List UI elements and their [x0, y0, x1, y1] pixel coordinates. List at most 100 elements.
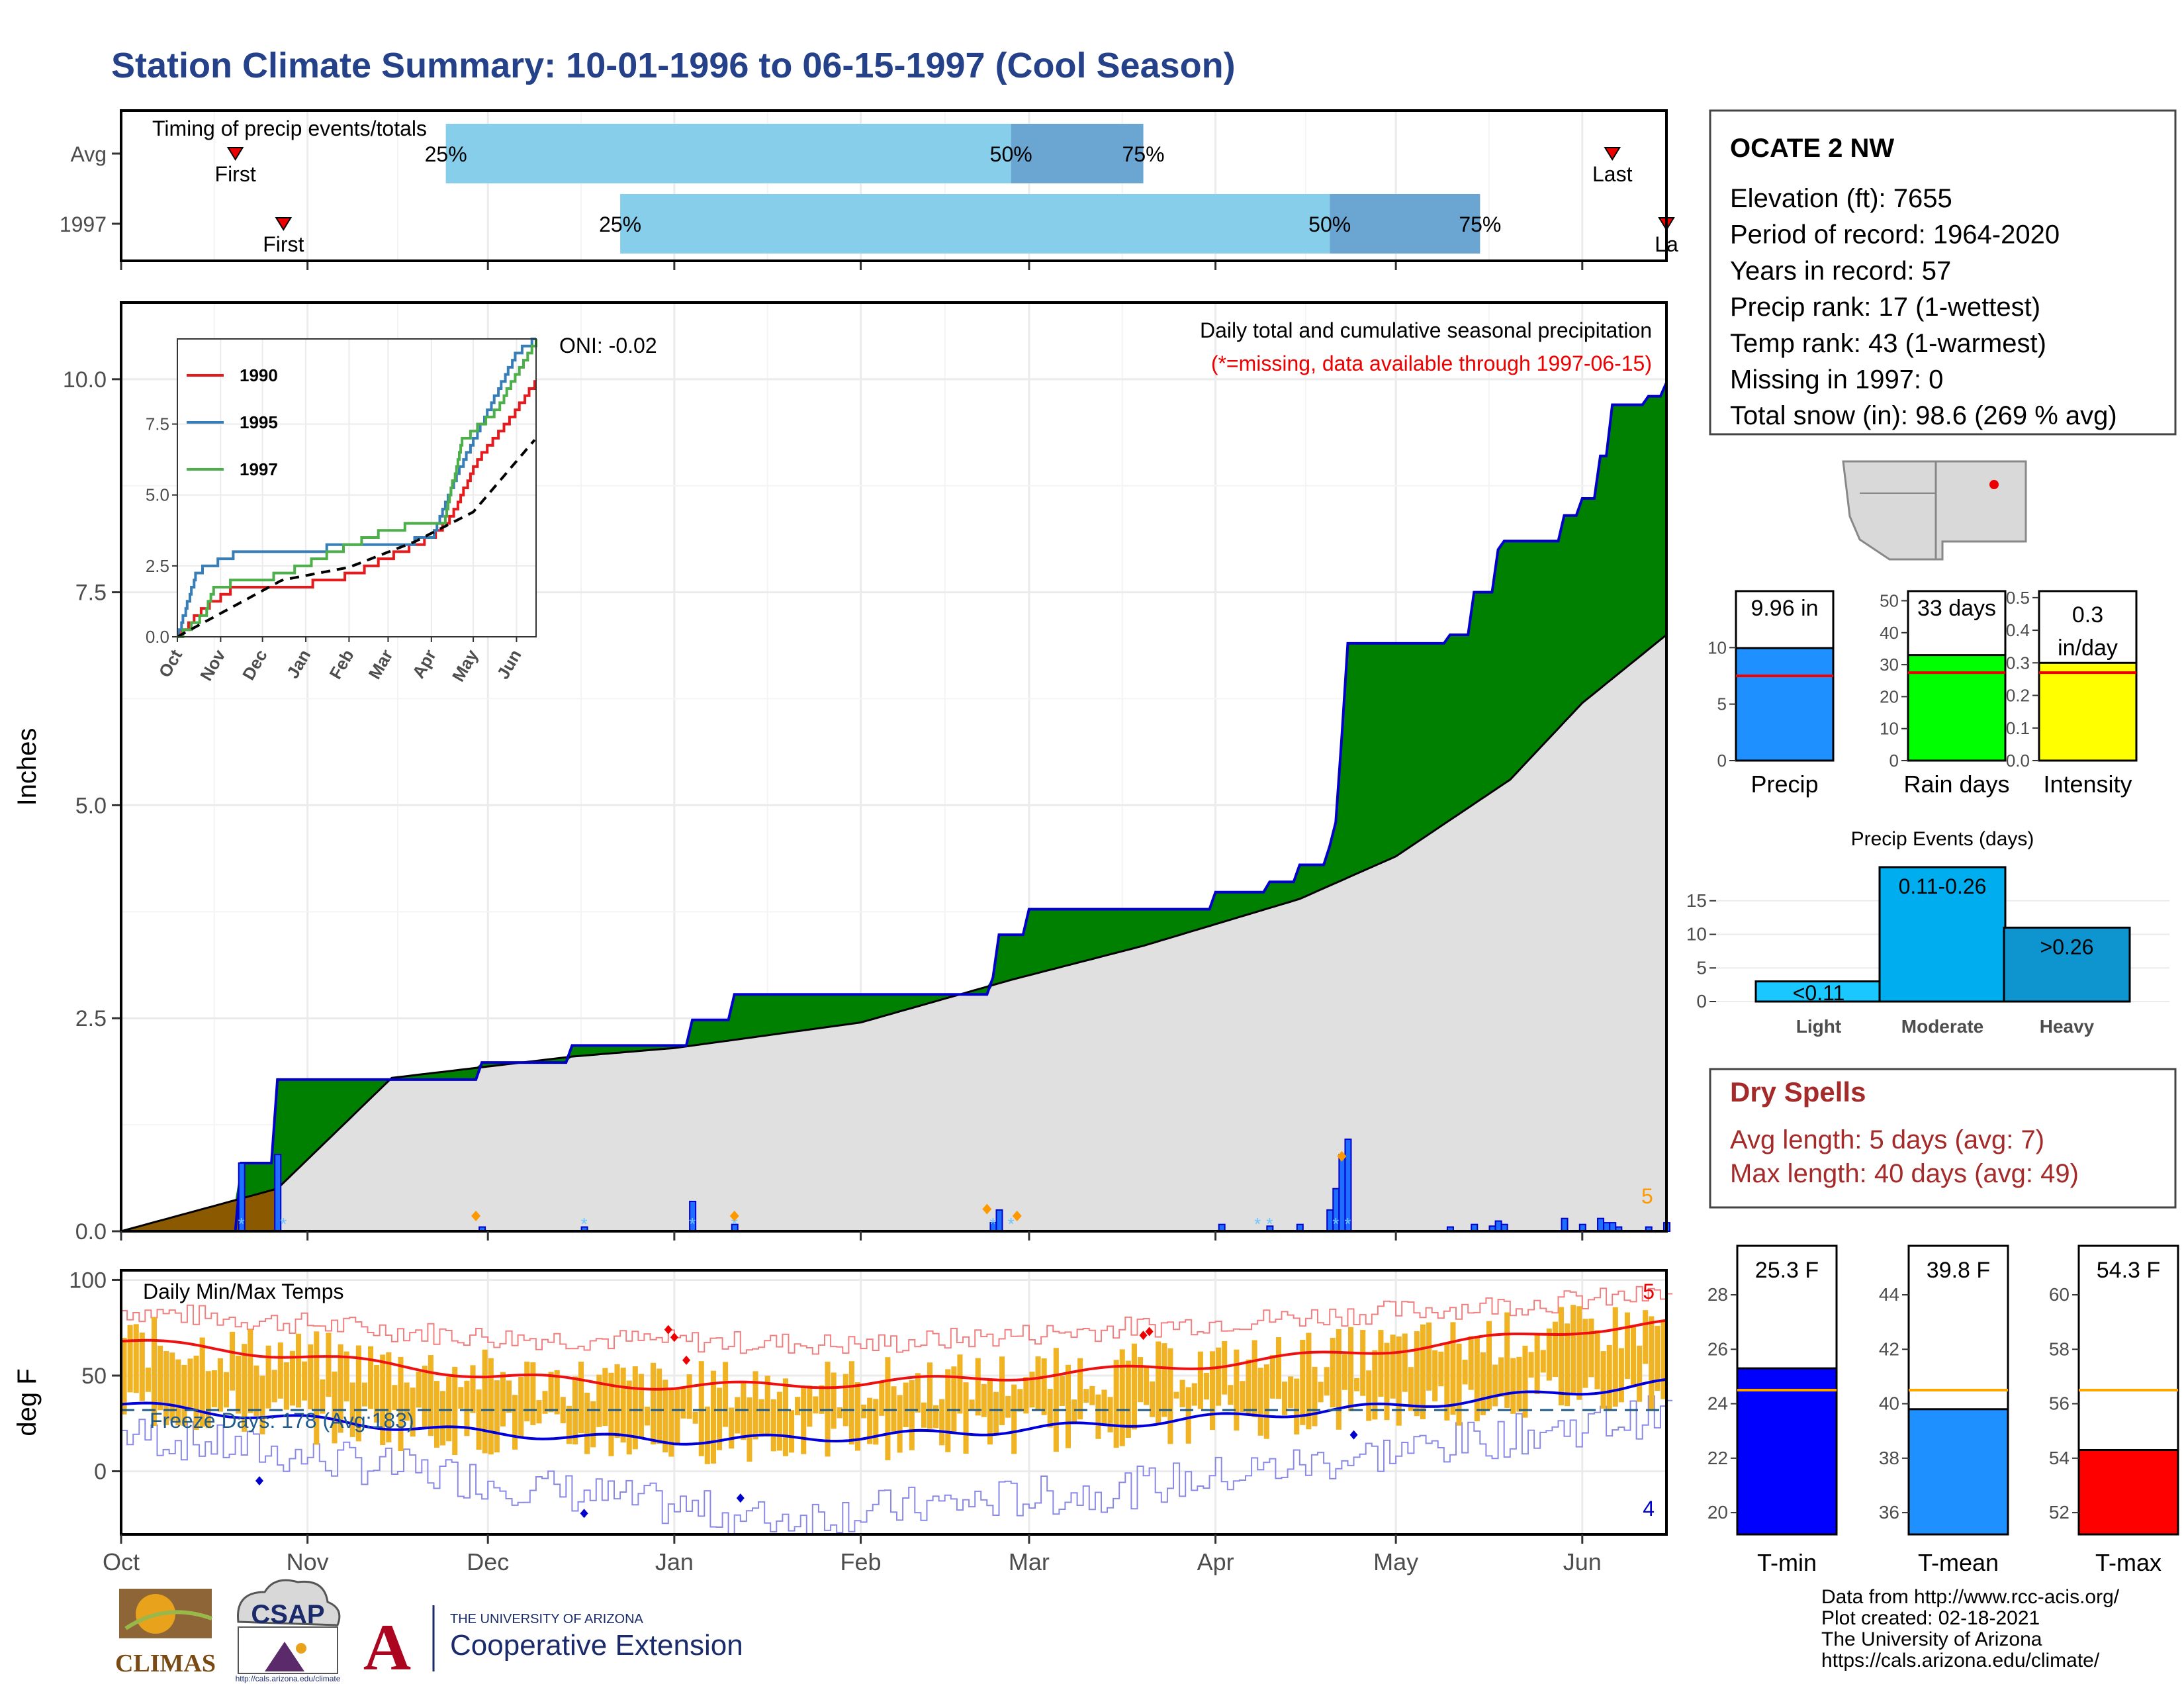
daily-temp-bar — [289, 1350, 295, 1406]
daily-temp-bar — [939, 1399, 945, 1446]
temp-summary-label: T-min — [1757, 1549, 1817, 1576]
temp-summary-y-tick-label: 56 — [2049, 1393, 2070, 1414]
daily-temp-bar — [1540, 1350, 1546, 1373]
record-high-line — [121, 1286, 1673, 1355]
cumulative-average-line — [120, 633, 1667, 1233]
temp-summary-label: T-max — [2095, 1549, 2161, 1576]
daily-temp-bar — [1089, 1385, 1095, 1405]
daily-temp-bar — [1156, 1341, 1161, 1425]
timing-bar-25-50 — [445, 124, 1011, 183]
daily-temp-bar — [842, 1374, 848, 1427]
temp-summary-bar — [2077, 1448, 2179, 1536]
station-location-dot — [1989, 480, 1999, 489]
daily-temp-bar — [1390, 1335, 1396, 1399]
timing-last-label: Last — [1592, 162, 1633, 186]
daily-temp-bar — [1113, 1360, 1119, 1448]
temp-summary-y-tick-label: 22 — [1707, 1448, 1728, 1468]
record-high-count: 5 — [1643, 1280, 1655, 1303]
summary-bar-y-tick-label: 0.0 — [2006, 751, 2030, 771]
daily-temp-bar — [440, 1391, 446, 1446]
daily-temp-bar — [428, 1355, 433, 1436]
snow-marker: * — [238, 1214, 245, 1234]
daily-temp-bar — [789, 1410, 795, 1453]
daily-temp-bar — [975, 1358, 981, 1416]
daily-temp-bar — [854, 1382, 861, 1451]
temp-record-marker — [682, 1355, 691, 1365]
temp-summary-y-tick-label: 24 — [1707, 1393, 1728, 1414]
daily-temp-bar — [199, 1337, 205, 1427]
freeze-days-label: Freeze Days: 178 (Avg:183) — [150, 1409, 414, 1432]
daily-temp-bar — [530, 1362, 536, 1425]
daily-temp-bar — [807, 1385, 813, 1427]
inset-series-line — [177, 339, 537, 638]
daily-temp-bar — [326, 1333, 332, 1397]
x-axis-tick-label: May — [1373, 1548, 1418, 1575]
daily-temp-bar — [741, 1383, 747, 1440]
daily-temp-bar — [1372, 1350, 1378, 1420]
daily-temp-bar — [1095, 1394, 1101, 1439]
daily-temp-bar — [867, 1397, 873, 1444]
daily-temp-bar — [903, 1382, 909, 1427]
daily-temp-bar — [1486, 1321, 1492, 1410]
precip-events-y-tick-label: 5 — [1696, 957, 1707, 978]
inset-y-tick-label: 2.5 — [146, 556, 169, 576]
summary-bar-label: Precip — [1751, 771, 1818, 798]
daily-temp-bar — [217, 1358, 223, 1412]
daily-temp-bar — [169, 1352, 175, 1421]
daily-temp-bar — [560, 1397, 566, 1424]
daily-temp-bar — [782, 1378, 789, 1456]
precip-y-tick-label: 7.5 — [75, 581, 107, 606]
precip-events-bar-label: 0.11-0.26 — [1899, 874, 1987, 898]
daily-temp-bar — [271, 1370, 277, 1403]
timing-first-label: First — [215, 162, 256, 186]
daily-temp-bar — [1251, 1340, 1257, 1417]
station-info-line: Elevation (ft): 7655 — [1730, 184, 1952, 213]
temp-summary-y-tick-label: 58 — [2049, 1338, 2070, 1359]
daily-temp-bar — [680, 1388, 686, 1419]
temp-y-axis-label: deg F — [13, 1368, 42, 1436]
daily-temp-bar — [512, 1395, 518, 1450]
station-info-line: Total snow (in): 98.6 (269 % avg) — [1730, 401, 2117, 430]
daily-temp-bar — [205, 1371, 211, 1429]
dry-spells-title: Dry Spells — [1730, 1076, 1866, 1107]
x-axis-tick-label: Apr — [1197, 1548, 1234, 1575]
daily-temp-bar — [1600, 1351, 1606, 1409]
timing-p25-label: 25% — [599, 212, 641, 236]
summary-bar-label: Intensity — [2043, 771, 2132, 798]
daily-temp-bar — [1649, 1316, 1655, 1410]
daily-temp-bar — [764, 1376, 770, 1437]
daily-temp-bar — [452, 1366, 458, 1456]
temp-summary-bar — [1907, 1408, 2009, 1536]
daily-temp-bar — [963, 1382, 969, 1454]
timing-panel-border — [120, 109, 1668, 262]
daily-temp-bar — [133, 1324, 139, 1393]
daily-temp-bar — [1203, 1372, 1209, 1400]
temp-summary-y-tick-label: 52 — [2049, 1502, 2070, 1523]
daily-temp-bar — [410, 1387, 416, 1437]
daily-temp-bar — [1179, 1380, 1185, 1407]
daily-temp-bar — [1354, 1378, 1360, 1391]
daily-temp-bar — [1384, 1342, 1390, 1421]
climas-logo-text: CLIMAS — [115, 1650, 216, 1677]
daily-temp-bar — [295, 1333, 302, 1408]
daily-temp-bar — [349, 1382, 355, 1437]
daily-temp-bar — [1510, 1358, 1516, 1414]
daily-temp-bar — [494, 1380, 500, 1453]
daily-temp-bar — [837, 1407, 842, 1419]
daily-temp-bar — [368, 1346, 374, 1409]
snow-depth-marker — [1337, 1150, 1347, 1162]
daily-temp-bar — [1558, 1307, 1565, 1406]
daily-temp-bar — [386, 1352, 392, 1442]
daily-temp-bar — [308, 1344, 314, 1410]
x-axis-tick-label: Dec — [467, 1548, 509, 1575]
station-info-line: Missing in 1997: 0 — [1730, 365, 1943, 395]
summary-bar-y-tick-label: 40 — [1880, 623, 1899, 643]
station-info-line: Period of record: 1964-2020 — [1730, 220, 2060, 250]
daily-temp-bar — [343, 1351, 349, 1402]
daily-temp-bar — [1342, 1354, 1347, 1390]
daily-temp-bar — [283, 1362, 289, 1410]
daily-temp-bar — [999, 1356, 1005, 1425]
summary-bar-y-tick-label: 0.3 — [2006, 653, 2030, 673]
inset-y-tick-label: 7.5 — [146, 414, 169, 434]
daily-temp-bar — [1468, 1336, 1474, 1390]
